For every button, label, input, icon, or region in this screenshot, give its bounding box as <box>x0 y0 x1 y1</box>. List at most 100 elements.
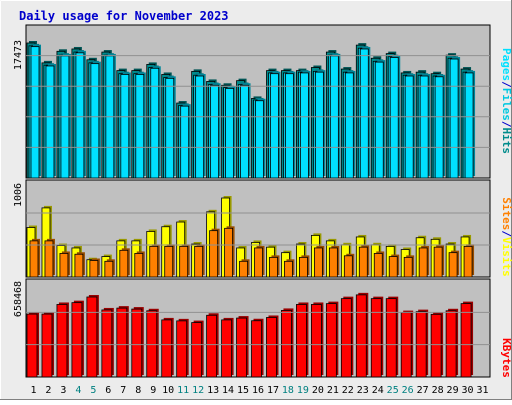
bar-kbytes <box>266 317 277 378</box>
bar-kbytes <box>221 319 232 378</box>
bar-sites <box>149 245 159 278</box>
day-tick-label: 6 <box>105 385 111 396</box>
bar-pages <box>225 87 234 179</box>
kbytes-axis-label: KBytes <box>500 338 512 378</box>
visits-bars <box>26 196 475 278</box>
bar-kbytes <box>385 298 397 378</box>
sites-legend: Sites <box>500 197 512 230</box>
bar-kbytes <box>236 317 247 378</box>
day-tick-label: 1 <box>30 385 36 396</box>
day-tick-label: 14 <box>222 385 234 396</box>
day-tick-label: 4 <box>75 385 81 396</box>
bar-pages <box>30 46 40 179</box>
day-tick-label: 7 <box>120 385 126 396</box>
bar-pages <box>419 75 429 179</box>
bar-kbytes <box>370 298 382 378</box>
bar-sites <box>119 249 129 278</box>
bar-sites <box>89 260 99 278</box>
bar-kbytes <box>101 309 113 378</box>
day-tick-label: 2 <box>45 385 51 396</box>
bar-sites <box>74 253 84 278</box>
bar-sites <box>134 253 144 278</box>
bar-kbytes <box>445 310 457 378</box>
bar-pages <box>150 67 160 179</box>
day-tick-label: 3 <box>60 385 66 396</box>
hits-legend: Hits <box>500 128 512 155</box>
bar-sites <box>179 245 189 278</box>
bar-kbytes <box>430 313 442 378</box>
bar-sites <box>448 252 458 278</box>
bar-kbytes <box>116 307 128 378</box>
bar-sites <box>433 246 443 278</box>
bar-pages <box>374 61 384 179</box>
legend-separator: / <box>500 81 512 88</box>
bar-pages <box>434 76 444 179</box>
bar-pages <box>464 72 474 179</box>
day-tick-label: 13 <box>207 385 219 396</box>
day-tick-label: 11 <box>177 385 189 396</box>
visits-legend: Visits <box>500 237 512 277</box>
day-tick-label: 27 <box>417 385 429 396</box>
bar-pages <box>75 52 85 179</box>
bar-kbytes <box>206 314 218 378</box>
day-tick-label: 19 <box>297 385 309 396</box>
legend-separator: / <box>500 121 512 128</box>
bar-kbytes <box>26 313 38 378</box>
bar-pages <box>449 58 459 179</box>
bar-pages <box>404 75 414 179</box>
pages-legend: Pages <box>500 48 512 81</box>
bar-sites <box>463 245 473 278</box>
bar-kbytes <box>146 310 158 378</box>
kbytes-panel: 658468 KBytes <box>13 278 512 378</box>
bar-kbytes <box>131 308 143 378</box>
visits-ymax-label: 1006 <box>13 183 24 207</box>
bar-pages <box>389 57 399 179</box>
bar-kbytes <box>460 303 472 378</box>
bar-kbytes <box>281 310 292 378</box>
bar-pages <box>285 73 294 179</box>
bar-sites <box>164 245 174 278</box>
bar-sites <box>269 256 278 278</box>
day-tick-label: 28 <box>432 385 444 396</box>
hits-files-pages-panel: 17473 Pages/Files/Hits <box>13 24 512 179</box>
day-tick-label: 8 <box>135 385 141 396</box>
bar-pages <box>45 65 55 179</box>
bar-kbytes <box>86 296 98 378</box>
day-tick-label: 5 <box>90 385 96 396</box>
bar-pages <box>314 71 324 179</box>
files-legend: Files <box>500 88 512 121</box>
bar-sites <box>44 240 54 278</box>
day-tick-label: 17 <box>267 385 279 396</box>
day-tick-label: 20 <box>312 385 324 396</box>
bar-sites <box>194 245 204 278</box>
bar-kbytes <box>310 304 322 378</box>
bar-sites <box>224 227 233 278</box>
bar-kbytes <box>56 304 68 378</box>
bar-sites <box>209 230 219 278</box>
day-tick-label: 10 <box>162 385 174 396</box>
bar-pages <box>344 72 354 179</box>
day-tick-label: 26 <box>402 385 414 396</box>
bar-sites <box>328 247 338 278</box>
kbytes-legend: KBytes <box>500 338 512 378</box>
bar-pages <box>300 72 309 179</box>
visits-sites-panel: 1006 Sites/Visits <box>13 179 512 278</box>
day-tick-label: 23 <box>357 385 369 396</box>
day-tick-label: 18 <box>282 385 294 396</box>
day-tick-label: 30 <box>462 385 474 396</box>
bar-sites <box>239 260 248 278</box>
bar-pages <box>90 63 100 179</box>
visits-axis-label: Sites/Visits <box>500 197 512 277</box>
bar-pages <box>240 84 249 179</box>
day-tick-label: 9 <box>150 385 156 396</box>
bar-sites <box>59 253 69 278</box>
bar-pages <box>135 74 145 179</box>
bar-sites <box>313 247 323 278</box>
hits-axis-label: Pages/Files/Hits <box>500 48 512 154</box>
day-tick-label: 12 <box>192 385 204 396</box>
bar-sites <box>388 256 398 278</box>
bar-sites <box>29 240 39 278</box>
hits-ymax-label: 17473 <box>13 40 24 70</box>
bar-kbytes <box>296 304 307 378</box>
